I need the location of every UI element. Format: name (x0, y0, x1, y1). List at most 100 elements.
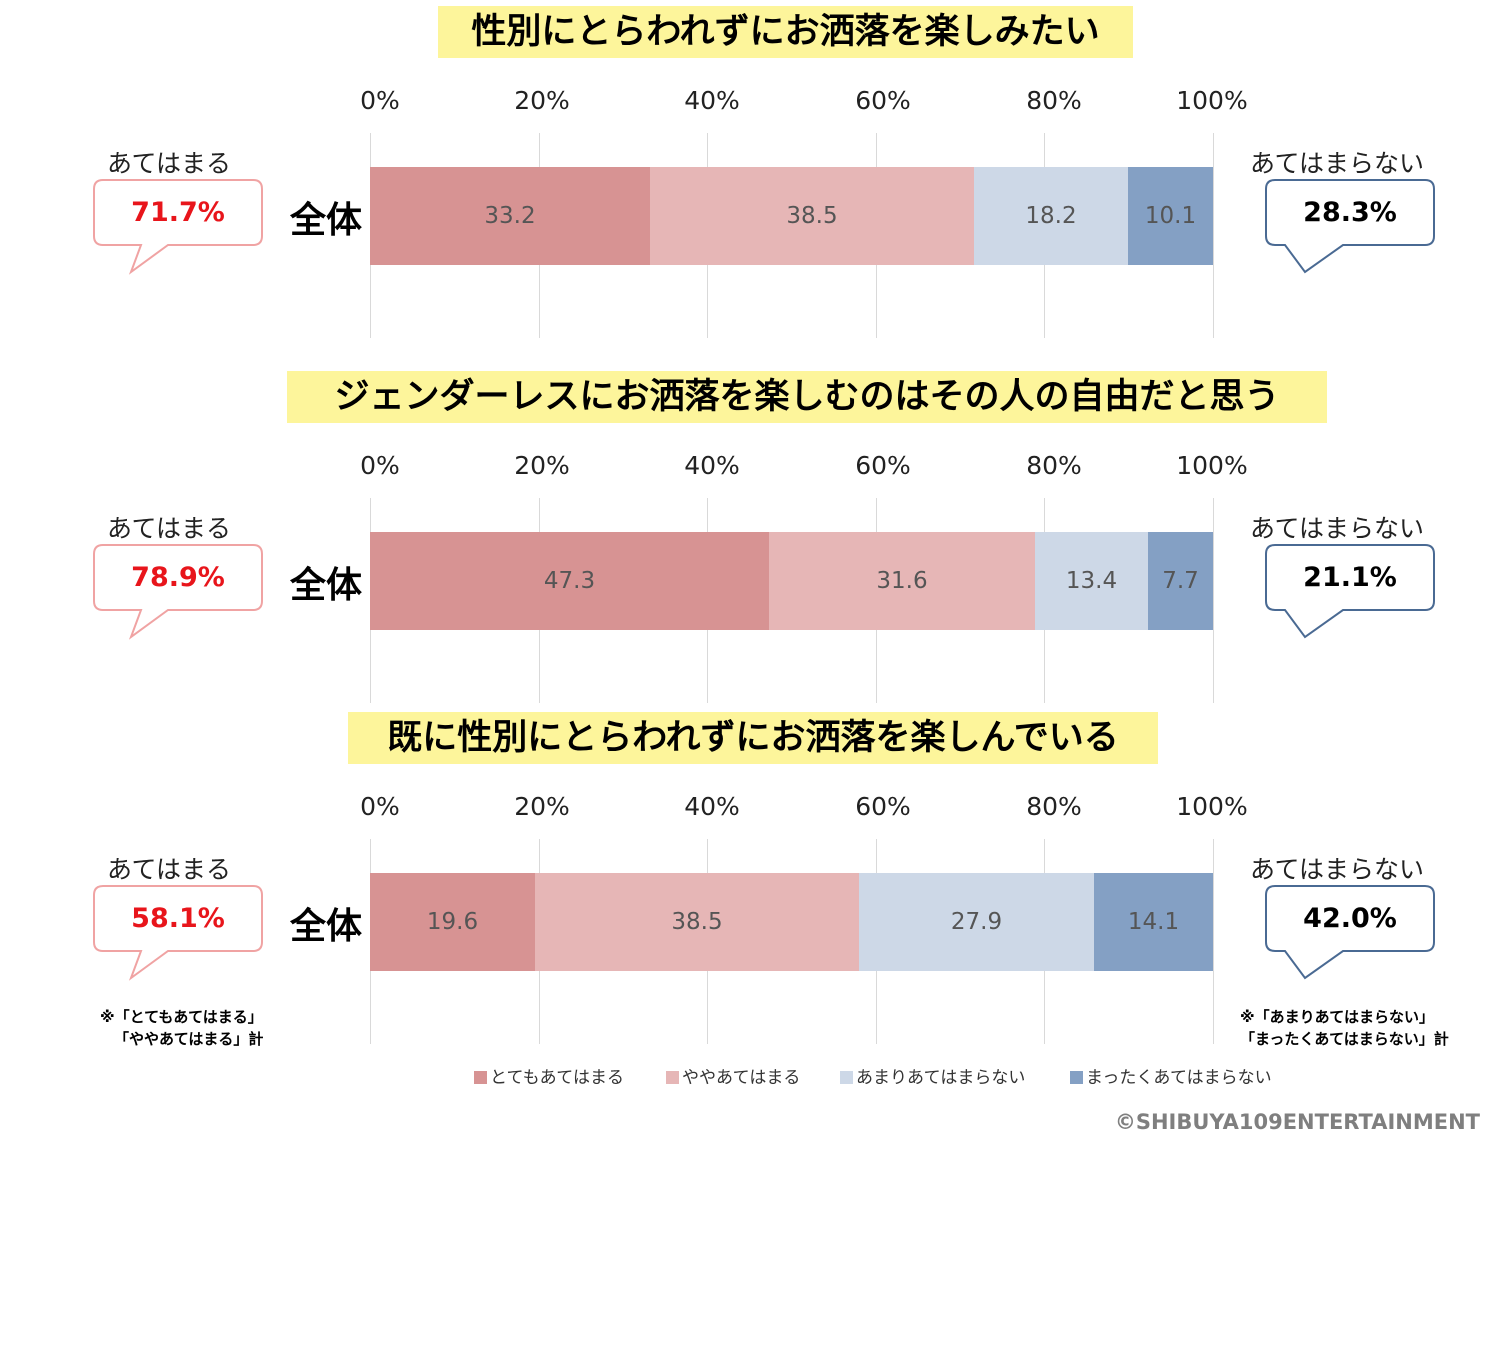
callout-shape (93, 179, 263, 275)
x-tick-label: 100% (1176, 451, 1248, 480)
disagree-callout: 28.3% (1265, 179, 1435, 274)
x-tick-label: 100% (1176, 792, 1248, 821)
legend-label: あまりあてはまらない (856, 1068, 1026, 1088)
category-label: 全体 (290, 200, 363, 241)
agree-total: 71.7% (131, 197, 225, 228)
legend-swatch (666, 1071, 679, 1084)
x-tick-label: 60% (855, 792, 911, 821)
legend-item: まったくあてはまらない (1070, 1066, 1272, 1090)
agree-label: あてはまる (107, 149, 232, 178)
category-label: 全体 (290, 906, 363, 947)
bar-segment: 38.5 (535, 873, 859, 971)
chart-panel-1: 性別にとらわれずにお洒落を楽しみたい 0% 20% 40% 60% 80% 10… (0, 6, 1506, 346)
bar-segment: 13.4 (1035, 532, 1148, 630)
disagree-callout: 42.0% (1265, 885, 1435, 980)
chart-title: ジェンダーレスにお洒落を楽しむのはその人の自由だと思う (287, 371, 1327, 423)
bar-segment: 19.6 (370, 873, 535, 971)
disagree-total: 28.3% (1303, 197, 1397, 228)
category-label: 全体 (290, 565, 363, 606)
data-label: 7.7 (1162, 568, 1199, 594)
x-tick-label: 20% (514, 792, 570, 821)
legend-label: とてもあてはまる (490, 1068, 624, 1088)
stacked-bar: 47.3 31.6 13.4 7.7 (370, 532, 1213, 630)
x-tick-label: 0% (360, 792, 400, 821)
disagree-total: 21.1% (1303, 562, 1397, 593)
x-tick-label: 80% (1026, 86, 1082, 115)
bar-segment: 18.2 (974, 167, 1128, 265)
stacked-bar: 19.6 38.5 27.9 14.1 (370, 873, 1213, 971)
disagree-total: 42.0% (1303, 903, 1397, 934)
stacked-bar: 33.2 38.5 18.2 10.1 (370, 167, 1213, 265)
callout-shape (1265, 544, 1435, 639)
disagree-callout: 21.1% (1265, 544, 1435, 639)
agree-label: あてはまる (107, 514, 232, 543)
disagree-label: あてはまらない (1250, 149, 1425, 178)
callout-shape (1265, 885, 1435, 980)
data-label: 38.5 (671, 909, 723, 935)
gridline (1213, 498, 1214, 703)
agree-label: あてはまる (107, 855, 232, 884)
agree-footnote: ※「とてもあてはまる」 「ややあてはまる」計 (100, 1006, 263, 1050)
agree-callout: 78.9% (93, 544, 263, 640)
bar-segment: 33.2 (370, 167, 650, 265)
legend-label: まったくあてはまらない (1086, 1068, 1272, 1088)
data-label: 14.1 (1127, 909, 1180, 935)
x-tick-label: 60% (855, 86, 911, 115)
data-label: 27.9 (950, 909, 1003, 935)
x-tick-label: 40% (684, 792, 740, 821)
data-label: 31.6 (876, 568, 928, 594)
x-tick-label: 60% (855, 451, 911, 480)
agree-total: 58.1% (131, 903, 225, 934)
legend-swatch (840, 1071, 853, 1084)
bar-segment: 10.1 (1128, 167, 1213, 265)
data-label: 47.3 (543, 568, 596, 594)
data-label: 18.2 (1025, 203, 1077, 229)
callout-shape (93, 885, 263, 981)
x-tick-label: 20% (514, 86, 570, 115)
footnote-line: 「まったくあてはまらない」計 (1240, 1030, 1449, 1048)
legend-item: あまりあてはまらない (840, 1066, 1025, 1090)
x-tick-label: 40% (684, 451, 740, 480)
footnote-line: 「ややあてはまる」計 (114, 1030, 264, 1048)
x-tick-label: 80% (1026, 792, 1082, 821)
chart-panel-3: 既に性別にとらわれずにお洒落を楽しんでいる 0% 20% 40% 60% 80%… (0, 712, 1506, 1052)
data-label: 19.6 (426, 909, 479, 935)
chart-title: 性別にとらわれずにお洒落を楽しみたい (438, 6, 1133, 58)
x-tick-label: 0% (360, 451, 400, 480)
callout-shape (93, 544, 263, 640)
data-label: 10.1 (1144, 203, 1197, 229)
x-tick-label: 80% (1026, 451, 1082, 480)
bar-segment: 31.6 (769, 532, 1035, 630)
agree-total: 78.9% (131, 562, 225, 593)
data-label: 38.5 (786, 203, 838, 229)
x-tick-label: 0% (360, 86, 400, 115)
chart-panel-2: ジェンダーレスにお洒落を楽しむのはその人の自由だと思う 0% 20% 40% 6… (0, 371, 1506, 711)
disagree-label: あてはまらない (1250, 855, 1425, 884)
x-tick-label: 100% (1176, 86, 1248, 115)
bar-segment: 14.1 (1094, 873, 1213, 971)
disagree-label: あてはまらない (1250, 514, 1425, 543)
disagree-footnote: ※「あまりあてはまらない」 「まったくあてはまらない」計 (1240, 1006, 1449, 1050)
data-label: 33.2 (484, 203, 536, 229)
copyright: ©SHIBUYA109ENTERTAINMENT (1114, 1110, 1480, 1134)
x-tick-label: 20% (514, 451, 570, 480)
bar-segment: 7.7 (1148, 532, 1213, 630)
footnote-line: ※「とてもあてはまる」 (100, 1008, 263, 1026)
gridline (1213, 133, 1214, 338)
footnote-line: ※「あまりあてはまらない」 (1240, 1008, 1434, 1026)
callout-shape (1265, 179, 1435, 274)
bar-segment: 38.5 (650, 167, 974, 265)
gridline (1213, 839, 1214, 1044)
chart-title: 既に性別にとらわれずにお洒落を楽しんでいる (348, 712, 1158, 764)
legend-item: とてもあてはまる (474, 1066, 624, 1090)
x-tick-label: 40% (684, 86, 740, 115)
agree-callout: 58.1% (93, 885, 263, 981)
legend-swatch (1070, 1071, 1083, 1084)
data-label: 13.4 (1065, 568, 1118, 594)
bar-segment: 27.9 (859, 873, 1094, 971)
bar-segment: 47.3 (370, 532, 769, 630)
legend-item: ややあてはまる (666, 1066, 800, 1090)
agree-callout: 71.7% (93, 179, 263, 275)
legend-label: ややあてはまる (682, 1068, 801, 1088)
legend-swatch (474, 1071, 487, 1084)
